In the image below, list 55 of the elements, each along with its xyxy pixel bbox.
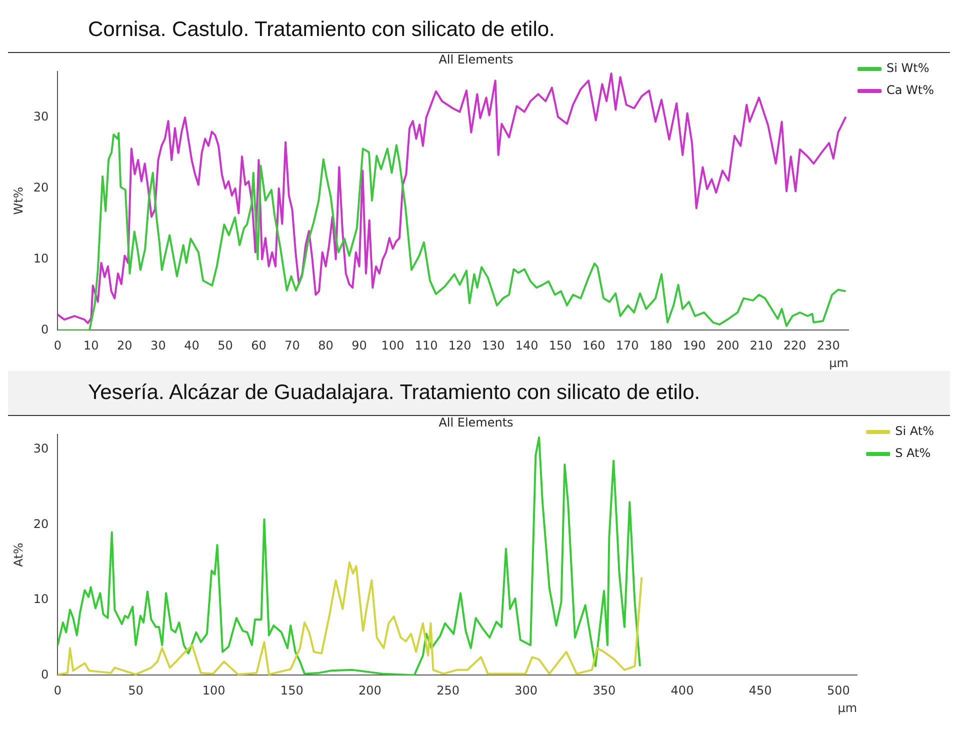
x-tick-label: 90 <box>352 338 367 353</box>
chart-subtitle: All Elements <box>438 52 514 66</box>
x-tick-label: 220 <box>783 338 806 353</box>
x-tick-label: 350 <box>592 684 616 698</box>
chart-title: Yesería. Alcázar de Guadalajara. Tratamiento con silicato de etilo. <box>8 371 950 416</box>
x-tick-label: 50 <box>218 338 233 353</box>
x-tick-label: 0 <box>54 684 62 698</box>
y-axis-title: At% <box>11 542 26 567</box>
x-axis-title: µm <box>829 356 848 370</box>
x-tick-label: 110 <box>414 338 438 353</box>
chart-subtitle: All Elements <box>438 415 514 430</box>
x-tick-label: 130 <box>482 338 505 353</box>
legend-label: Si At% <box>895 424 934 438</box>
x-tick-label: 500 <box>826 684 850 698</box>
y-tick-label: 10 <box>33 592 49 606</box>
x-tick-label: 0 <box>54 338 62 353</box>
legend-label: S At% <box>895 446 931 460</box>
x-tick-label: 300 <box>514 684 538 698</box>
legend-label: Si Wt% <box>886 61 930 76</box>
x-tick-label: 190 <box>682 338 706 353</box>
x-tick-label: 150 <box>548 338 572 353</box>
x-tick-label: 160 <box>582 338 606 353</box>
x-tick-label: 60 <box>251 338 266 353</box>
y-tick-label: 0 <box>41 667 49 682</box>
y-tick-label: 20 <box>33 180 49 195</box>
x-tick-label: 200 <box>358 684 382 698</box>
x-tick-label: 140 <box>515 338 538 353</box>
x-tick-label: 170 <box>616 338 639 353</box>
x-tick-label: 70 <box>284 338 300 353</box>
x-tick-label: 100 <box>381 338 404 353</box>
legend-label: Ca Wt% <box>886 83 934 98</box>
x-tick-label: 250 <box>436 684 460 698</box>
x-tick-label: 180 <box>649 338 672 353</box>
x-tick-label: 30 <box>150 338 166 353</box>
x-tick-label: 120 <box>448 338 472 353</box>
chart-title: Cornisa. Castulo. Tratamiento con silicato de etilo. <box>8 8 950 53</box>
x-tick-label: 200 <box>716 338 740 353</box>
x-tick-label: 40 <box>184 338 200 353</box>
x-tick-label: 100 <box>202 684 226 698</box>
x-tick-label: 210 <box>750 338 773 353</box>
x-tick-label: 10 <box>84 338 99 353</box>
x-axis-title: µm <box>838 700 858 715</box>
x-tick-label: 80 <box>318 338 334 353</box>
x-tick-label: 400 <box>670 684 694 698</box>
y-tick-label: 0 <box>41 322 49 336</box>
x-tick-label: 50 <box>128 684 144 698</box>
x-tick-label: 230 <box>816 338 840 353</box>
y-axis-title: Wt% <box>11 186 26 215</box>
y-tick-label: 30 <box>33 110 49 124</box>
y-tick-label: 10 <box>33 251 49 266</box>
x-tick-label: 450 <box>748 684 772 698</box>
y-tick-label: 20 <box>33 516 49 531</box>
y-tick-label: 30 <box>33 442 49 456</box>
x-tick-label: 20 <box>117 338 132 353</box>
x-tick-label: 150 <box>280 684 304 698</box>
